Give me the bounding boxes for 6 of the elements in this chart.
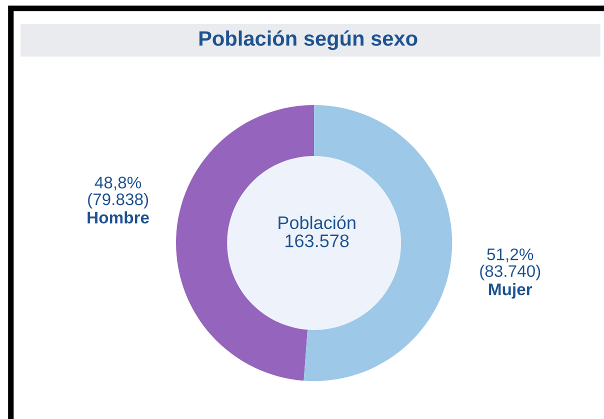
text: Población 163.578 <box>278 216 356 248</box>
slice-label: Hombre <box>88 211 149 224</box>
data-label: 48,8% (79.838) <box>88 176 148 208</box>
slice-label: Mujer <box>489 283 532 299</box>
chart-title: Población según sexo <box>199 30 418 50</box>
data-label: 51,2% (83.740) <box>480 248 540 280</box>
